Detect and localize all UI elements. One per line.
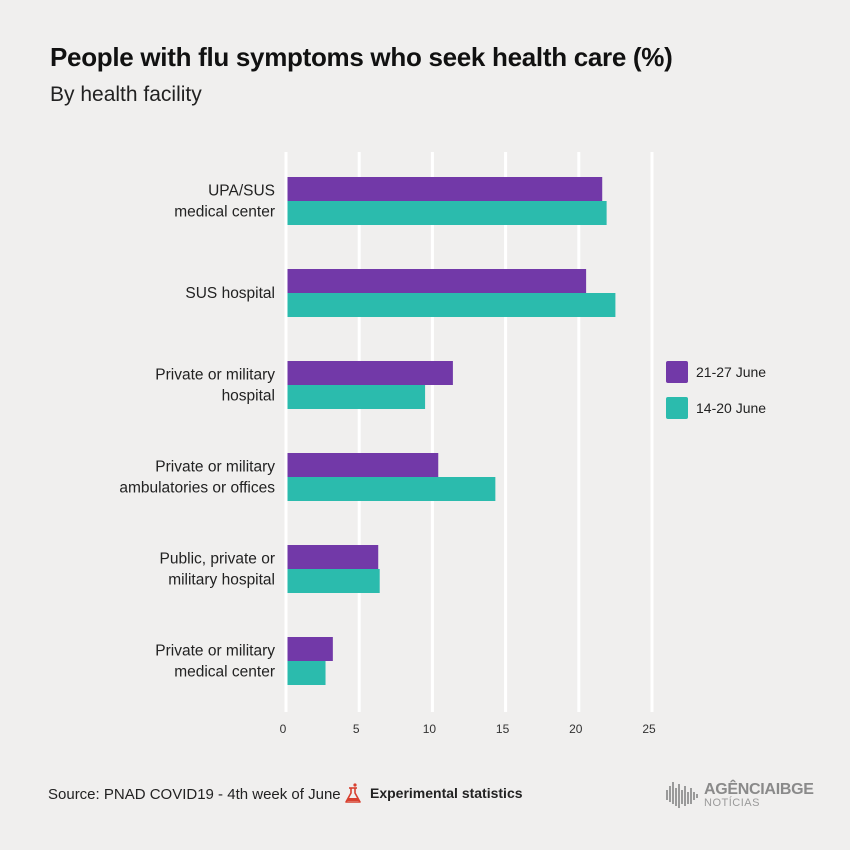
bar-series-b-2 <box>286 385 426 409</box>
bar-series-a-3 <box>286 453 439 477</box>
experimental-statistics-label: Experimental statistics <box>370 785 523 801</box>
legend-item-series-b: 14-20 June <box>666 396 766 420</box>
legend-swatch-series-a <box>666 361 688 383</box>
experimental-statistics-badge: Experimental statistics <box>344 782 523 804</box>
logo-text-agencia: AGÊNCIA <box>704 780 776 798</box>
bar-series-b-5 <box>286 661 326 685</box>
x-tick-label: 15 <box>496 722 510 736</box>
source-note: Source: PNAD COVID19 - 4th week of June <box>48 786 341 803</box>
category-label: military hospital <box>168 572 275 589</box>
x-tick-label: 20 <box>569 722 583 736</box>
bar-series-a-2 <box>286 361 453 385</box>
chart-title: People with flu symptoms who seek health… <box>50 42 673 72</box>
category-label: hospital <box>222 388 275 405</box>
category-label: Public, private or <box>160 551 275 568</box>
bar-series-b-1 <box>286 293 616 317</box>
ibge-logo-icon <box>666 782 698 808</box>
bar-series-a-5 <box>286 637 333 661</box>
bar-series-a-0 <box>286 177 603 201</box>
legend-item-series-a: 21-27 June <box>666 360 766 384</box>
chart-subtitle: By health facility <box>50 83 202 106</box>
agencia-ibge-logo: AGÊNCIAIBGE NOTÍCIAS <box>666 780 814 810</box>
flask-icon <box>345 783 361 803</box>
category-label: SUS hospital <box>185 285 275 302</box>
legend-label-series-b: 14-20 June <box>696 400 767 416</box>
legend: 21-27 June 14-20 June <box>666 360 766 432</box>
bar-series-a-4 <box>286 545 379 569</box>
bar-series-b-0 <box>286 201 607 225</box>
category-label: Private or military <box>155 459 275 476</box>
category-label: ambulatories or offices <box>119 480 275 497</box>
logo-text-noticias: NOTÍCIAS <box>704 796 760 809</box>
x-tick-label: 5 <box>353 722 360 736</box>
category-label: UPA/SUS <box>208 183 275 200</box>
category-label: Private or military <box>155 643 275 660</box>
category-label: Private or military <box>155 367 275 384</box>
x-tick-label: 0 <box>280 722 287 736</box>
logo-text-ibge: IBGE <box>775 780 814 798</box>
bar-series-b-4 <box>286 569 380 593</box>
x-tick-label: 10 <box>423 722 437 736</box>
x-tick-label: 25 <box>642 722 656 736</box>
legend-swatch-series-b <box>666 397 688 419</box>
bar-series-a-1 <box>286 269 587 293</box>
legend-label-series-a: 21-27 June <box>696 364 767 380</box>
bar-series-b-3 <box>286 477 496 501</box>
category-label: medical center <box>174 664 275 681</box>
category-label: medical center <box>174 204 275 221</box>
